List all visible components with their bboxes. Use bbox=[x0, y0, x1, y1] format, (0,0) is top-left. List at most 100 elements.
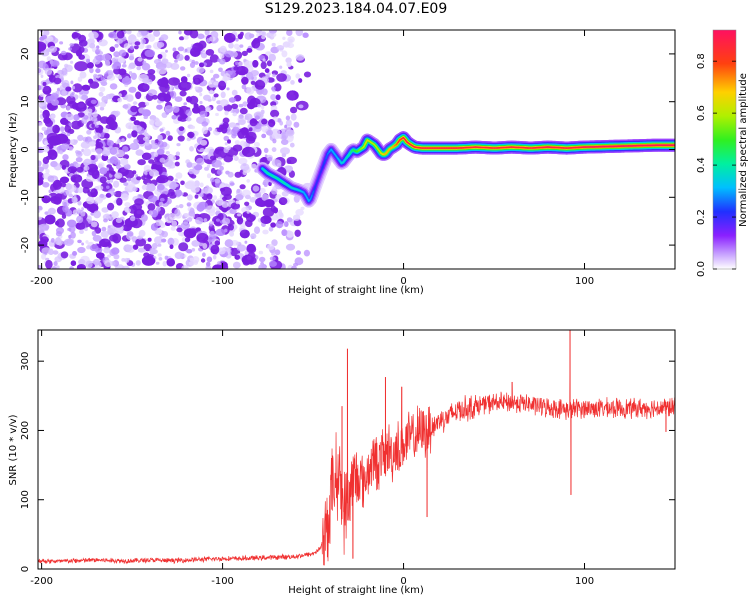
spectrogram-noise-speckle bbox=[223, 135, 230, 141]
spectrogram-noise-speckle bbox=[267, 244, 275, 251]
spectrogram-noise-speckle bbox=[285, 115, 291, 121]
spectrogram-noise-speckle bbox=[114, 43, 119, 48]
spectrogram-noise-speckle bbox=[65, 86, 72, 92]
spectrogram-noise-speckle bbox=[261, 125, 268, 133]
spectrogram-noise-speckle bbox=[67, 227, 72, 232]
spectrogram-noise-speckle bbox=[83, 115, 89, 120]
spectrogram-noise-speckle bbox=[121, 138, 125, 143]
spectrogram-noise-speckle bbox=[241, 76, 249, 85]
spectrogram-noise-speckle bbox=[60, 117, 69, 125]
spectrogram-noise-speckle bbox=[68, 47, 72, 51]
spectrogram-noise-speckle bbox=[194, 61, 199, 65]
spectrogram-noise-speckle bbox=[107, 225, 111, 229]
colorbar-tick-label: 0.4 bbox=[696, 157, 707, 173]
spectrogram-noise-speckle bbox=[44, 214, 56, 225]
spectrogram-noise-speckle bbox=[208, 127, 213, 132]
spectrogram-noise-speckle bbox=[38, 68, 42, 74]
spectrogram-noise-speckle bbox=[214, 178, 221, 184]
spectrogram-noise-speckle bbox=[232, 126, 240, 134]
spectrogram-noise-speckle bbox=[298, 55, 303, 60]
spectrogram-noise-speckle bbox=[141, 109, 151, 117]
spectrogram-noise-speckle bbox=[238, 114, 244, 119]
spectrogram-noise-speckle bbox=[83, 165, 90, 171]
spectrogram-noise-speckle bbox=[130, 116, 136, 122]
spectrogram-noise-speckle bbox=[229, 208, 237, 215]
spectrogram-noise-speckle bbox=[268, 119, 276, 128]
spectrogram-noise-speckle bbox=[186, 202, 192, 207]
spectrogram-noise-speckle bbox=[127, 39, 132, 44]
spectrogram-noise-speckle bbox=[278, 209, 282, 214]
spectrogram-noise-speckle bbox=[171, 220, 178, 228]
spectrogram-noise-speckle bbox=[174, 251, 184, 259]
spectrogram-ridge-segment bbox=[309, 193, 314, 200]
spectrogram-noise-speckle bbox=[86, 62, 94, 69]
spectrogram-noise-speckle bbox=[199, 100, 203, 105]
spectrogram-noise-speckle bbox=[48, 189, 52, 194]
spectrogram-noise-speckle bbox=[137, 57, 143, 62]
spectrogram-noise-speckle bbox=[144, 49, 156, 58]
spectrogram-noise-speckle bbox=[282, 41, 291, 48]
spectrogram-noise-speckle bbox=[247, 102, 256, 110]
spectrogram-noise-speckle bbox=[75, 102, 87, 112]
spectrogram-noise-speckle bbox=[52, 179, 63, 190]
spectrogram-noise-speckle bbox=[100, 77, 106, 81]
spectrogram-noise-speckle bbox=[165, 49, 168, 53]
spectrogram-noise-speckle bbox=[105, 193, 112, 198]
spectrogram-noise-speckle bbox=[120, 158, 129, 166]
spectrogram-noise-speckle bbox=[217, 213, 224, 221]
spectrogram-noise-speckle bbox=[271, 86, 276, 91]
spectrogram-noise-speckle bbox=[116, 30, 125, 39]
spectrogram-noise-speckle bbox=[148, 210, 153, 216]
spectrogram-noise-speckle bbox=[191, 240, 200, 247]
spectrogram-noise-speckle bbox=[293, 214, 301, 221]
spectrogram-ridge-segment bbox=[314, 180, 319, 187]
spectrogram-noise-speckle bbox=[193, 162, 197, 167]
spectrogram-noise-speckle bbox=[121, 89, 128, 96]
spectrogram-noise-speckle bbox=[69, 43, 75, 47]
spectrogram-noise-speckle bbox=[281, 229, 288, 237]
spectrogram-noise-speckle bbox=[56, 218, 65, 228]
spectrogram-noise-speckle bbox=[150, 223, 158, 231]
spectrogram-noise-speckle bbox=[79, 229, 84, 234]
spectrogram-noise-speckle bbox=[183, 102, 187, 106]
spectrogram-noise-speckle bbox=[227, 171, 234, 178]
spectrogram-noise-speckle bbox=[164, 105, 174, 113]
spectrogram-ridge-segment bbox=[319, 166, 324, 173]
spectrogram-noise-speckle bbox=[88, 141, 96, 147]
spectrogram-noise-speckle bbox=[238, 119, 246, 126]
spectrogram-noise-speckle bbox=[189, 30, 199, 39]
spectrogram-noise-speckle bbox=[47, 135, 61, 146]
spectrogram-noise-speckle bbox=[45, 259, 53, 269]
spectrogram-noise-speckle bbox=[294, 229, 301, 237]
spectrogram-noise-speckle bbox=[271, 188, 278, 195]
spectrogram-noise-speckle bbox=[286, 90, 299, 101]
spectrogram-noise-speckle bbox=[101, 53, 112, 62]
spectrogram-noise-speckle bbox=[96, 45, 100, 49]
spectrogram-noise-speckle bbox=[213, 73, 220, 79]
spectrogram-noise-speckle bbox=[228, 97, 236, 103]
spectrogram-noise-speckle bbox=[90, 99, 97, 105]
spectrogram-noise-speckle bbox=[228, 122, 237, 128]
spectrogram-noise-speckle bbox=[260, 109, 265, 115]
spectrogram-noise-speckle bbox=[38, 136, 42, 142]
spectrogram-noise-speckle bbox=[263, 147, 269, 154]
spectrogram-noise-speckle bbox=[219, 53, 225, 59]
snr-frame bbox=[37, 329, 676, 570]
colorbar: 0.0 0.2 0.4 0.6 0.8 Normalized spectral ampl… bbox=[696, 29, 749, 277]
spectrogram-noise-speckle bbox=[104, 259, 113, 268]
spectrogram-noise-speckle bbox=[69, 139, 74, 144]
spectrogram-noise-speckle bbox=[77, 150, 82, 155]
spectrogram-noise-speckle bbox=[65, 183, 72, 191]
spectrogram-noise-speckle bbox=[236, 216, 244, 225]
spectrogram-noise-speckle bbox=[226, 87, 230, 91]
spectrogram-noise-speckle bbox=[90, 154, 96, 161]
spectrogram-noise-speckle bbox=[267, 72, 271, 76]
spectrogram-noise-speckle bbox=[246, 86, 255, 95]
snr-y-axis-label: SNR (10 * v/v) bbox=[8, 414, 19, 485]
spectrogram-noise-speckle bbox=[241, 254, 254, 265]
spectrogram-noise-speckle bbox=[98, 39, 108, 47]
spectrogram-noise-speckle bbox=[237, 130, 245, 139]
snr-y-tick-label: 0 bbox=[20, 566, 31, 572]
spectrogram-noise-speckle bbox=[235, 66, 249, 76]
noise-speckle-layer bbox=[38, 30, 313, 269]
